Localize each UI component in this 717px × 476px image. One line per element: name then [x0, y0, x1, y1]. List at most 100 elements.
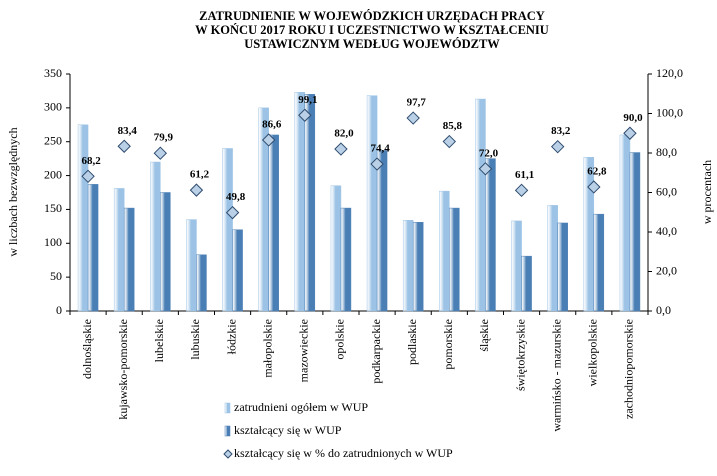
- bar: [186, 219, 197, 312]
- value-label: 79,9: [154, 132, 174, 144]
- chart-title: ZATRUDNIENIE W WOJEWÓDZKICH URZĘDACH PRA…: [199, 9, 545, 23]
- marker: [442, 134, 457, 149]
- value-label: 72,0: [479, 147, 499, 159]
- bar: [511, 220, 522, 312]
- chart-title: USTAWICZNYM WEDŁUG WOJEWÓDZTW: [244, 37, 500, 51]
- legend-label: kształcący się w % do zatrudnionych w WU…: [234, 446, 453, 460]
- marker: [478, 162, 493, 176]
- x-tick-label: zachodniopomorskie: [622, 319, 636, 419]
- marker: [623, 126, 637, 140]
- bar: [583, 157, 595, 312]
- value-label: 61,1: [515, 169, 534, 181]
- y2-tick-label: 120,0: [656, 66, 683, 80]
- y2-axis-label: w procentach: [700, 160, 714, 224]
- value-label: 99,1: [298, 94, 317, 106]
- value-label: 90,0: [623, 112, 643, 124]
- bar: [113, 188, 125, 312]
- x-tick-label: kujawsko-pomorskie: [116, 319, 130, 420]
- y-tick-label: 300: [44, 100, 62, 114]
- bar: [412, 222, 424, 312]
- x-tick-label: lubelskie: [152, 319, 166, 362]
- y2-tick-label: 60,0: [656, 184, 677, 198]
- bar: [521, 255, 532, 312]
- marker: [225, 205, 240, 220]
- bar: [629, 152, 641, 312]
- bar: [160, 192, 171, 312]
- value-label: 74,4: [370, 143, 390, 155]
- bar: [304, 94, 316, 312]
- value-label: 49,8: [226, 191, 246, 203]
- chart-title: W KOŃCU 2017 ROKU I UCZESTNICTWO W KSZTA…: [195, 23, 549, 37]
- value-label: 85,8: [443, 120, 463, 132]
- bar: [376, 150, 388, 312]
- bar: [340, 207, 352, 312]
- legend-marker: [224, 402, 231, 414]
- x-tick-label: śląskie: [477, 319, 491, 352]
- bar: [123, 207, 135, 312]
- bar: [232, 229, 243, 312]
- legend-label: kształcący się w WUP: [234, 423, 342, 437]
- bar: [449, 207, 460, 312]
- y2-tick-label: 40,0: [656, 224, 677, 238]
- value-label: 62,8: [587, 166, 607, 178]
- x-tick-label: świętokrzyskie: [513, 319, 527, 391]
- y-tick-label: 100: [44, 235, 62, 249]
- bar: [593, 213, 605, 312]
- x-tick-label: lubuskie: [188, 319, 202, 360]
- x-tick-label: podkarpackie: [369, 319, 383, 384]
- bar: [330, 185, 342, 312]
- y2-tick-label: 20,0: [656, 263, 677, 277]
- x-tick-label: podlaskie: [405, 319, 419, 365]
- x-tick-label: opolskie: [333, 319, 347, 360]
- bar: [485, 158, 496, 312]
- x-tick-label: dolnośląskie: [80, 319, 94, 379]
- marker: [587, 180, 601, 194]
- marker: [514, 183, 529, 198]
- value-label: 82,0: [334, 128, 354, 140]
- bar: [439, 190, 450, 312]
- legend-label: zatrudnieni ogółem w WUP: [234, 400, 368, 414]
- value-label: 61,2: [190, 169, 210, 181]
- bar: [402, 220, 414, 312]
- x-tick-label: łódzkie: [224, 319, 238, 354]
- x-tick-label: pomorskie: [441, 319, 455, 370]
- legend-marker: [223, 449, 233, 459]
- bar: [557, 222, 568, 312]
- y-tick-label: 150: [44, 201, 62, 215]
- y-tick-label: 50: [50, 269, 62, 283]
- bar: [150, 161, 161, 312]
- x-tick-label: wielkopolskie: [586, 319, 600, 386]
- bar: [87, 184, 99, 312]
- y2-tick-label: 0,0: [656, 303, 671, 317]
- marker: [261, 133, 276, 147]
- marker: [81, 169, 95, 184]
- value-label: 68,2: [81, 155, 101, 167]
- marker: [298, 108, 312, 122]
- y-tick-label: 200: [44, 167, 62, 181]
- bar: [547, 205, 558, 312]
- value-label: 83,4: [118, 125, 138, 137]
- y2-tick-label: 80,0: [656, 145, 677, 159]
- y-tick-label: 250: [44, 133, 62, 147]
- bar: [222, 148, 233, 312]
- marker: [117, 139, 131, 153]
- y-tick-label: 350: [44, 66, 62, 80]
- bar: [294, 92, 306, 312]
- value-label: 83,2: [551, 125, 571, 137]
- marker: [189, 183, 204, 197]
- bar: [619, 134, 631, 312]
- value-label: 86,6: [262, 118, 282, 130]
- bar: [268, 134, 279, 312]
- x-tick-label: małopolskie: [260, 319, 274, 378]
- marker: [550, 139, 565, 154]
- marker: [334, 142, 348, 156]
- y-tick-label: 0: [56, 303, 62, 317]
- y2-tick-label: 100,0: [656, 105, 683, 119]
- marker: [406, 111, 420, 125]
- marker: [153, 146, 168, 160]
- x-tick-label: warmińsko - mazurskie: [549, 319, 563, 432]
- y-axis-label: w liczbach bezwzględnych: [6, 127, 20, 256]
- value-label: 97,7: [407, 97, 427, 109]
- bar: [196, 254, 207, 312]
